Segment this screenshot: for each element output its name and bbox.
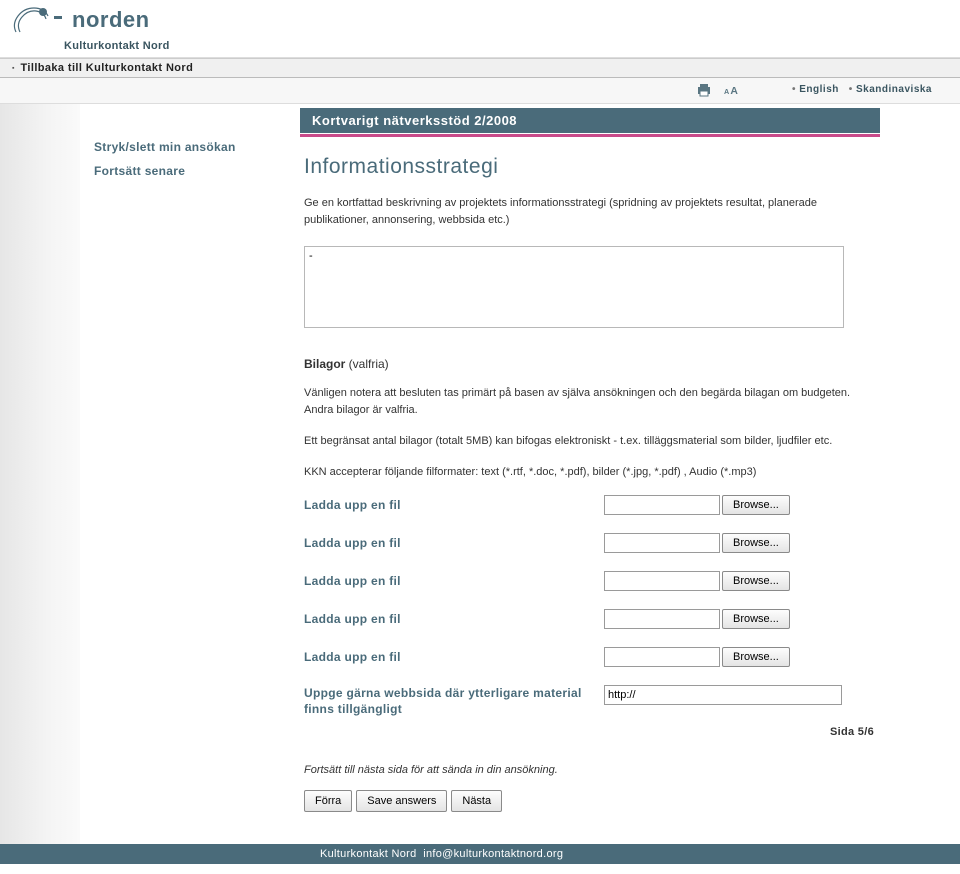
page-header: norden Kulturkontakt Nord	[0, 0, 960, 58]
page-title-bar: Kortvarigt nätverksstöd 2/2008	[300, 108, 880, 133]
prev-button[interactable]: Förra	[304, 790, 352, 812]
attachments-p2: Ett begränsat antal bilagor (totalt 5MB)…	[304, 433, 876, 450]
upload-row-3: Ladda upp en fil Browse...	[304, 571, 876, 591]
browse-button-4[interactable]: Browse...	[722, 609, 790, 629]
left-gutter	[0, 104, 80, 844]
upload-label-4: Ladda upp en fil	[304, 612, 604, 626]
sidebar-later-link[interactable]: Fortsätt senare	[94, 164, 282, 178]
print-icon[interactable]	[696, 83, 712, 97]
upload-label-5: Ladda upp en fil	[304, 650, 604, 664]
brand-wordmark: norden	[72, 7, 150, 33]
lang-skand-link[interactable]: Skandinaviska	[856, 84, 932, 95]
browse-button-3[interactable]: Browse...	[722, 571, 790, 591]
sub-brand: Kulturkontakt Nord	[64, 40, 170, 52]
file-path-input-4[interactable]	[604, 609, 720, 629]
brand-logo: norden	[10, 2, 150, 38]
text-size-icon[interactable]: A A	[724, 83, 740, 97]
file-path-input-3[interactable]	[604, 571, 720, 591]
file-path-input-2[interactable]	[604, 533, 720, 553]
swirl-icon	[10, 2, 52, 38]
browse-button-1[interactable]: Browse...	[722, 495, 790, 515]
file-path-input-5[interactable]	[604, 647, 720, 667]
save-button[interactable]: Save answers	[356, 790, 447, 812]
footer-email-link[interactable]: info@kulturkontaktnord.org	[423, 848, 563, 860]
attachments-p3: KKN accepterar följande filformater: tex…	[304, 464, 876, 481]
website-url-row: Uppge gärna webbsida där ytterligare mat…	[304, 685, 876, 717]
page-footer: Kulturkontakt Nord info@kulturkontaktnor…	[0, 844, 960, 864]
browse-button-5[interactable]: Browse...	[722, 647, 790, 667]
upload-row-1: Ladda upp en fil Browse...	[304, 495, 876, 515]
upload-row-4: Ladda upp en fil Browse...	[304, 609, 876, 629]
logo-dash	[54, 16, 62, 19]
sidebar-delete-link[interactable]: Stryk/slett min ansökan	[94, 140, 282, 154]
upload-row-2: Ladda upp en fil Browse...	[304, 533, 876, 553]
content-column: Kortvarigt nätverksstöd 2/2008 Informati…	[300, 104, 880, 844]
action-button-row: Förra Save answers Nästa	[304, 790, 876, 812]
section-title: Informationsstrategi	[304, 155, 876, 179]
browse-button-2[interactable]: Browse...	[722, 533, 790, 553]
main-area: Stryk/slett min ansökan Fortsätt senare …	[0, 104, 960, 844]
upload-row-5: Ladda upp en fil Browse...	[304, 647, 876, 667]
top-nav: Tillbaka till Kulturkontakt Nord	[0, 58, 960, 78]
website-url-input[interactable]	[604, 685, 842, 705]
upload-label-2: Ladda upp en fil	[304, 536, 604, 550]
attachments-heading: Bilagor (valfria)	[304, 357, 876, 371]
nav-back-item: Tillbaka till Kulturkontakt Nord	[12, 62, 960, 74]
file-path-input-1[interactable]	[604, 495, 720, 515]
upload-label-1: Ladda upp en fil	[304, 498, 604, 512]
language-switcher: English Skandinaviska	[792, 84, 932, 95]
attachments-heading-text: Bilagor	[304, 357, 345, 371]
next-button[interactable]: Nästa	[451, 790, 502, 812]
utility-bar: A A English Skandinaviska	[0, 78, 960, 104]
intro-text: Ge en kortfattad beskrivning av projekte…	[304, 195, 876, 228]
info-strategy-textarea[interactable]	[304, 246, 844, 328]
lang-english-link[interactable]: English	[799, 84, 839, 95]
attachments-heading-note: (valfria)	[345, 357, 388, 371]
website-url-label: Uppge gärna webbsida där ytterligare mat…	[304, 685, 604, 717]
sidebar: Stryk/slett min ansökan Fortsätt senare	[80, 104, 300, 844]
nav-back-link[interactable]: Tillbaka till Kulturkontakt Nord	[20, 62, 193, 74]
upload-label-3: Ladda upp en fil	[304, 574, 604, 588]
footer-org: Kulturkontakt Nord	[320, 848, 417, 860]
svg-text:A: A	[730, 86, 738, 97]
attachments-p1: Vänligen notera att besluten tas primärt…	[304, 385, 876, 419]
svg-text:A: A	[724, 87, 729, 96]
page-number: Sida 5/6	[304, 726, 874, 738]
continue-note: Fortsätt till nästa sida för att sända i…	[304, 764, 876, 776]
